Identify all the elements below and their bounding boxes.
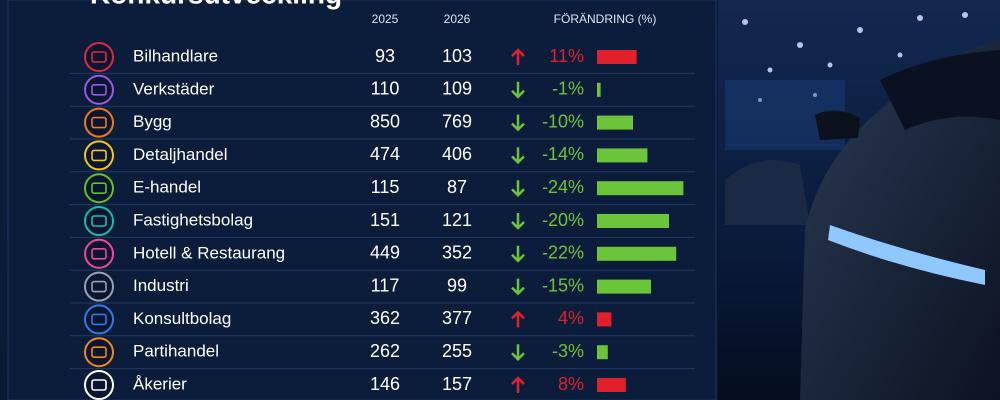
value-2026: 406 — [442, 144, 472, 164]
row-label: Verkstäder — [133, 79, 215, 98]
change-label: -10% — [542, 111, 584, 131]
trend-arrow — [511, 278, 525, 296]
trend-arrow — [511, 48, 525, 65]
trend-arrow — [511, 310, 525, 328]
value-2026: 99 — [447, 275, 467, 295]
value-2025: 850 — [370, 111, 400, 131]
row-label: Industri — [133, 276, 189, 295]
icon-glyph — [91, 182, 107, 194]
row-label: Konsultbolag — [133, 309, 231, 328]
row-label: Partihandel — [133, 342, 219, 361]
row-label: E-handel — [133, 178, 201, 197]
change-label: -14% — [542, 144, 584, 164]
icon-glyph — [91, 116, 107, 129]
icon-glyph — [91, 149, 107, 162]
row-label: Detaljhandel — [133, 145, 228, 164]
change-label: -1% — [552, 79, 584, 99]
icon-glyph — [91, 215, 107, 227]
column-header: FÖRÄNDRING (%) — [554, 12, 657, 26]
change-label: -22% — [542, 243, 584, 263]
value-2025: 262 — [370, 341, 400, 361]
trend-arrow — [511, 376, 525, 393]
value-2025: 449 — [370, 243, 400, 263]
row-label: Åkerier — [133, 374, 187, 393]
value-2025: 151 — [370, 210, 400, 230]
change-bar — [597, 115, 633, 130]
icon — [84, 173, 114, 204]
icon — [84, 370, 114, 400]
icon — [84, 42, 114, 72]
icon-glyph — [91, 280, 107, 293]
value-2026: 352 — [442, 243, 472, 263]
trend-arrow — [511, 245, 525, 263]
value-2026: 157 — [442, 374, 472, 394]
trend-arrow — [511, 180, 525, 197]
value-2026: 255 — [442, 341, 472, 361]
change-bar — [597, 345, 608, 360]
trend-arrow — [511, 147, 525, 165]
icon-glyph — [91, 51, 107, 63]
change-label: 8% — [558, 374, 584, 394]
value-2025: 117 — [371, 275, 400, 295]
row-label: Bilhandlare — [133, 46, 218, 65]
photo — [718, 0, 1000, 400]
change-bar — [597, 312, 612, 327]
value-2025: 474 — [370, 144, 400, 164]
change-bar — [597, 246, 677, 261]
change-bar — [597, 279, 651, 294]
change-label: 11% — [549, 46, 584, 66]
value-2025: 146 — [370, 374, 400, 394]
change-label: -3% — [552, 341, 584, 361]
icon-glyph — [91, 248, 107, 260]
value-2026: 103 — [442, 46, 472, 66]
column-header: 2026 — [444, 12, 471, 26]
icon-glyph — [91, 379, 107, 391]
change-label: -24% — [542, 177, 584, 197]
change-label: -15% — [542, 275, 584, 295]
icon-glyph — [91, 84, 107, 96]
value-2025: 93 — [375, 46, 395, 66]
icon — [84, 206, 114, 236]
trend-arrow — [511, 81, 525, 99]
row-label: Hotell & Restaurang — [133, 243, 285, 262]
value-2025: 110 — [371, 79, 400, 99]
trend-arrow — [511, 213, 525, 230]
change-label: 4% — [558, 308, 584, 328]
column-header: 2025 — [372, 12, 399, 26]
icon — [84, 337, 114, 368]
icon-glyph — [91, 346, 107, 359]
change-bar — [597, 50, 637, 64]
value-2026: 87 — [447, 177, 467, 197]
value-2026: 377 — [442, 308, 472, 328]
icon — [84, 74, 114, 105]
icon — [84, 271, 114, 302]
icon — [84, 304, 114, 335]
value-2025: 362 — [370, 308, 400, 328]
row-label: Fastighetsbolag — [133, 210, 253, 229]
trend-arrow — [511, 114, 525, 132]
change-label: -20% — [542, 210, 584, 230]
title: Konkursutveckling — [90, 0, 342, 9]
value-2026: 121 — [442, 210, 472, 230]
change-bar — [597, 148, 648, 163]
icon — [84, 238, 114, 269]
change-bar — [597, 214, 669, 228]
value-2025: 115 — [371, 177, 400, 197]
change-bar — [597, 82, 601, 97]
icon — [84, 140, 114, 171]
panel — [7, 0, 717, 400]
icon-glyph — [91, 313, 107, 326]
trend-arrow — [511, 344, 525, 361]
value-2026: 769 — [442, 111, 472, 131]
value-2026: 109 — [442, 79, 472, 99]
change-bar — [597, 378, 626, 392]
icon — [84, 107, 114, 138]
change-bar — [597, 181, 684, 196]
row-label: Bygg — [133, 112, 172, 131]
